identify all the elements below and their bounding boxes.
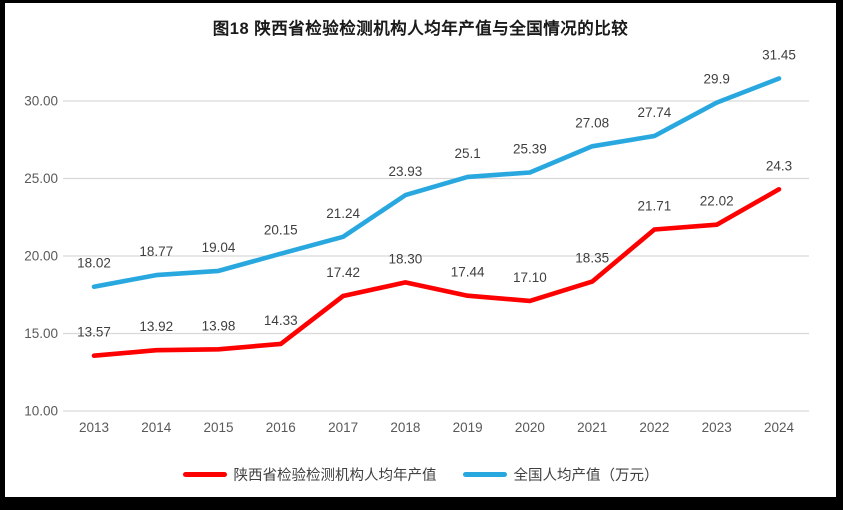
data-label: 18.77 bbox=[139, 244, 173, 259]
data-label: 22.02 bbox=[700, 194, 734, 209]
y-tick-label: 10.00 bbox=[24, 404, 58, 419]
legend-label-national: 全国人均产值（万元） bbox=[513, 468, 659, 484]
data-label: 27.74 bbox=[638, 105, 672, 120]
x-tick-label: 2021 bbox=[577, 420, 607, 435]
legend-item-national: 全国人均产值（万元） bbox=[462, 464, 659, 485]
x-tick-label: 2023 bbox=[702, 420, 732, 435]
legend-label-shaanxi: 陕西省检验检测机构人均年产值 bbox=[233, 468, 437, 484]
data-label: 17.44 bbox=[451, 265, 485, 280]
x-tick-label: 2017 bbox=[328, 420, 358, 435]
data-label: 24.3 bbox=[766, 158, 792, 173]
x-tick-label: 2018 bbox=[390, 420, 420, 435]
data-label: 18.35 bbox=[575, 251, 609, 266]
x-tick-label: 2020 bbox=[515, 420, 545, 435]
legend: 陕西省检验检测机构人均年产值 全国人均产值（万元） bbox=[5, 464, 836, 485]
data-label: 14.33 bbox=[264, 313, 298, 328]
data-label: 18.02 bbox=[77, 256, 111, 271]
x-tick-label: 2015 bbox=[203, 420, 233, 435]
legend-swatch-blue-line bbox=[462, 472, 507, 477]
x-tick-label: 2013 bbox=[79, 420, 109, 435]
data-label: 31.45 bbox=[762, 48, 796, 63]
data-label: 17.10 bbox=[513, 270, 547, 285]
series-line-1 bbox=[91, 76, 782, 290]
x-tick-label: 2014 bbox=[141, 420, 172, 435]
y-tick-label: 25.00 bbox=[24, 171, 58, 186]
y-tick-label: 20.00 bbox=[24, 249, 58, 264]
data-label: 21.24 bbox=[326, 206, 360, 221]
x-tick-label: 2019 bbox=[453, 420, 483, 435]
data-label: 25.39 bbox=[513, 142, 547, 157]
chart-canvas: 10.00 15.00 20.00 25.00 30.00 2013 2014 2015 201… bbox=[24, 48, 809, 435]
x-tick-label: 2024 bbox=[764, 420, 795, 435]
data-label: 20.15 bbox=[264, 223, 298, 238]
data-label: 19.04 bbox=[202, 240, 236, 255]
chart-title: 图18 陕西省检验检测机构人均年产值与全国情况的比较 bbox=[212, 20, 629, 38]
data-label: 17.42 bbox=[326, 265, 360, 280]
data-label: 21.71 bbox=[638, 199, 672, 214]
legend-item-shaanxi: 陕西省检验检测机构人均年产值 bbox=[182, 464, 437, 485]
data-label: 25.1 bbox=[454, 146, 480, 161]
data-label: 29.9 bbox=[704, 72, 730, 87]
legend-swatch-red-line bbox=[182, 472, 227, 477]
y-tick-label: 30.00 bbox=[24, 94, 58, 109]
series-line-0 bbox=[91, 187, 782, 359]
data-label: 13.92 bbox=[139, 319, 173, 334]
data-label: 13.98 bbox=[202, 318, 236, 333]
data-label: 27.08 bbox=[575, 115, 609, 130]
x-tick-label: 2016 bbox=[266, 420, 296, 435]
data-label: 18.30 bbox=[389, 251, 423, 266]
data-label: 23.93 bbox=[389, 164, 423, 179]
data-label: 13.57 bbox=[77, 325, 111, 340]
x-tick-label: 2022 bbox=[639, 420, 669, 435]
y-tick-label: 15.00 bbox=[24, 326, 58, 341]
